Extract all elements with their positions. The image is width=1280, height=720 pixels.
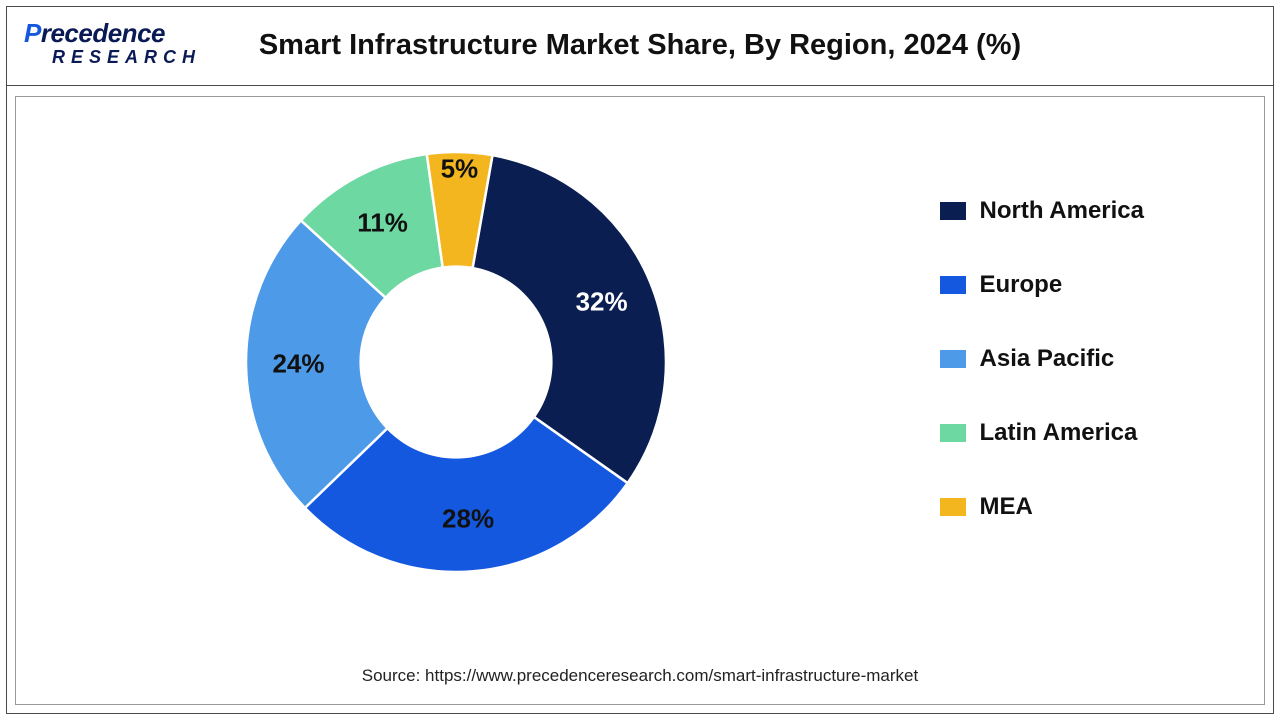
legend-item-europe: Europe [940,271,1144,299]
slice-label-europe: 28% [442,504,494,535]
legend-item-mea: MEA [940,493,1144,521]
slice-label-latin-america: 11% [357,207,408,238]
donut-hole [359,265,552,458]
header-bar: Precedence RESEARCH Smart Infrastructure… [6,6,1274,86]
brand-logo: Precedence RESEARCH [24,20,201,66]
logo-rest: recedence [41,18,165,48]
legend-label: Asia Pacific [980,345,1115,373]
legend-swatch [940,276,966,294]
legend-swatch [940,350,966,368]
slice-label-mea: 5% [441,153,479,184]
legend-label: Europe [980,271,1063,299]
legend-swatch [940,202,966,220]
chart-area: 32% 28% 24% 11% 5% North America Europe Asia P… [15,96,1265,705]
legend-item-latin-america: Latin America [940,419,1144,447]
donut-chart: 32% 28% 24% 11% 5% [246,152,666,572]
legend-swatch [940,424,966,442]
legend-label: North America [980,197,1144,225]
logo-line1: Precedence [24,20,201,46]
legend-label: MEA [980,493,1033,521]
legend-item-north-america: North America [940,197,1144,225]
legend: North America Europe Asia Pacific Latin Ame… [940,197,1144,521]
legend-label: Latin America [980,419,1138,447]
logo-line2: RESEARCH [52,48,201,66]
legend-item-asia-pacific: Asia Pacific [940,345,1144,373]
slice-label-asia-pacific: 24% [272,349,324,380]
source-attribution: Source: https://www.precedenceresearch.c… [16,666,1264,686]
slice-label-north-america: 32% [576,286,628,317]
logo-accent: P [24,18,41,48]
legend-swatch [940,498,966,516]
